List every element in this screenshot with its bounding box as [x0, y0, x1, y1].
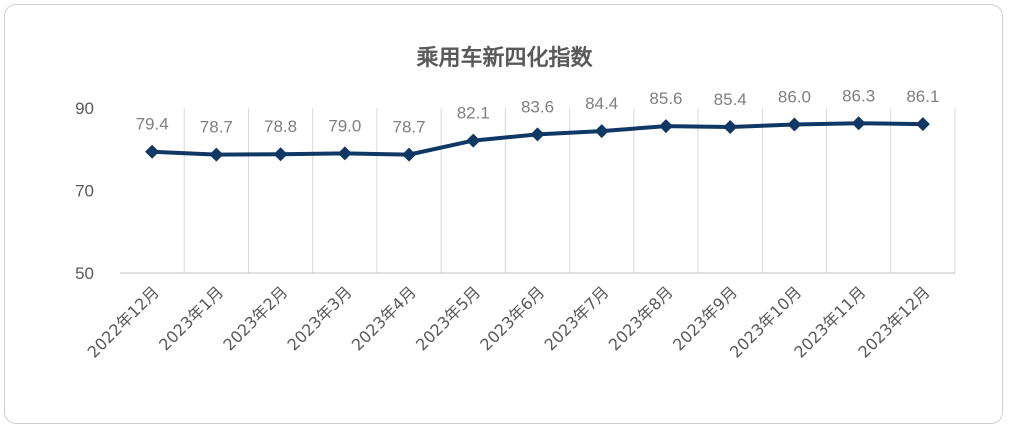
data-point-marker — [530, 127, 545, 142]
chart-card — [4, 4, 1003, 424]
x-tick-label: 2023年2月 — [219, 282, 291, 354]
x-tick-label: 2023年5月 — [412, 282, 484, 354]
data-point-marker — [209, 147, 224, 162]
label-layer: 79.4 78.7 78.8 79.0 78.7 82.1 83.6 84.4 85.6 85.4… — [136, 86, 940, 136]
data-point-marker — [273, 147, 288, 162]
x-tick-label: 2023年8月 — [605, 282, 677, 354]
data-point-marker — [658, 119, 673, 134]
data-label: 79.4 — [136, 115, 169, 134]
data-point-marker — [466, 133, 481, 148]
data-point-marker — [337, 146, 352, 161]
data-label: 85.6 — [649, 89, 682, 108]
data-label: 79.0 — [328, 116, 361, 135]
x-tick-label: 2023年1月 — [155, 282, 227, 354]
data-label: 78.7 — [200, 118, 233, 137]
data-label: 85.4 — [714, 90, 747, 109]
x-tick-label: 2023年7月 — [541, 282, 613, 354]
data-point-marker — [723, 119, 738, 134]
data-point-marker — [787, 117, 802, 132]
data-point-marker — [402, 147, 417, 162]
data-label: 86.0 — [778, 88, 811, 107]
x-tick-label: 2023年3月 — [284, 282, 356, 354]
data-point-marker — [594, 124, 609, 139]
data-label: 86.1 — [906, 87, 939, 106]
data-point-marker — [915, 117, 930, 132]
chart-title: 乘用车新四化指数 — [416, 46, 593, 71]
data-label: 82.1 — [457, 104, 490, 123]
data-point-marker — [851, 116, 866, 131]
data-label: 78.8 — [264, 117, 297, 136]
data-label: 78.7 — [392, 118, 425, 137]
y-tick-label: 70 — [75, 182, 94, 201]
data-point-marker — [145, 144, 160, 159]
data-label: 84.4 — [585, 94, 618, 113]
y-tick-label: 90 — [75, 99, 94, 118]
data-label: 86.3 — [842, 86, 875, 105]
x-tick-label: 2023年4月 — [348, 282, 420, 354]
x-tick-label: 2022年12月 — [84, 282, 163, 361]
y-tick-label: 50 — [75, 264, 94, 283]
data-label: 83.6 — [521, 97, 554, 116]
series-layer — [145, 116, 930, 162]
x-tick-label: 2023年6月 — [476, 282, 548, 354]
